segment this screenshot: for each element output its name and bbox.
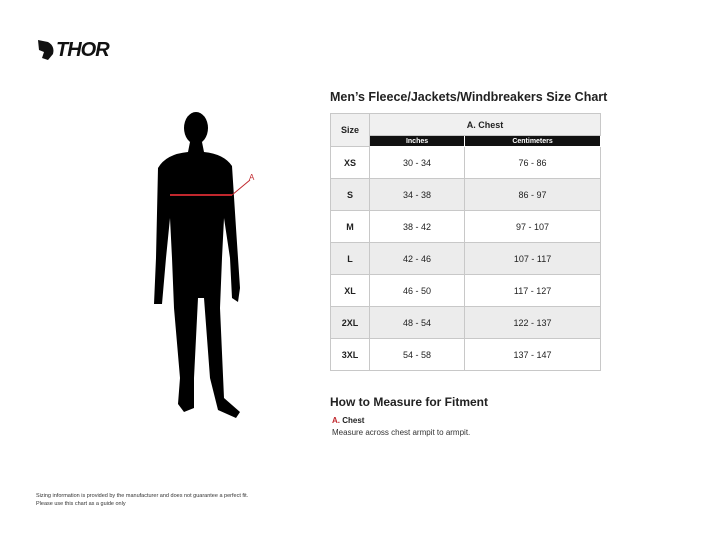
table-row: L 42 - 46 107 - 117 bbox=[330, 242, 601, 275]
cell-size: 2XL bbox=[330, 306, 370, 339]
cell-size: XS bbox=[330, 146, 370, 179]
helmet-icon bbox=[38, 40, 54, 60]
chart-title: Men’s Fleece/Jackets/Windbreakers Size C… bbox=[330, 90, 608, 104]
logo-text: THOR bbox=[56, 39, 110, 61]
cell-size: L bbox=[330, 242, 370, 275]
cell-inches: 48 - 54 bbox=[368, 306, 466, 339]
disclaimer-line: Sizing information is provided by the ma… bbox=[36, 493, 249, 499]
size-table: Size A. Chest Inches Centimeters XS 30 - … bbox=[330, 113, 601, 371]
table-row: XL 46 - 50 117 - 127 bbox=[330, 274, 601, 307]
size-header: Size bbox=[330, 113, 370, 147]
table-row: XS 30 - 34 76 - 86 bbox=[330, 146, 601, 179]
measure-label: A. Chest bbox=[332, 416, 364, 425]
inches-header: Inches bbox=[368, 135, 466, 147]
cell-cm: 86 - 97 bbox=[464, 178, 601, 211]
cell-cm: 97 - 107 bbox=[464, 210, 601, 243]
measure-name: Chest bbox=[342, 416, 365, 425]
cell-cm: 76 - 86 bbox=[464, 146, 601, 179]
disclaimer: Sizing information is provided by the ma… bbox=[36, 492, 248, 508]
cell-size: S bbox=[330, 178, 370, 211]
disclaimer-line: Please use this chart as a guide only bbox=[36, 501, 126, 507]
table-row: M 38 - 42 97 - 107 bbox=[330, 210, 601, 243]
howto-title: How to Measure for Fitment bbox=[330, 395, 489, 409]
cell-inches: 46 - 50 bbox=[368, 274, 466, 307]
cell-inches: 30 - 34 bbox=[368, 146, 466, 179]
marker-label: A bbox=[249, 173, 255, 182]
measure-letter: A. bbox=[332, 416, 340, 425]
table-row: 3XL 54 - 58 137 - 147 bbox=[330, 338, 601, 371]
cell-cm: 137 - 147 bbox=[464, 338, 601, 371]
measure-description: Measure across chest armpit to armpit. bbox=[332, 428, 471, 437]
cell-inches: 42 - 46 bbox=[368, 242, 466, 275]
cell-inches: 34 - 38 bbox=[368, 178, 466, 211]
cell-size: XL bbox=[330, 274, 370, 307]
cell-cm: 107 - 117 bbox=[464, 242, 601, 275]
cell-size: 3XL bbox=[330, 338, 370, 371]
thor-logo: THOR bbox=[36, 38, 120, 62]
cm-header: Centimeters bbox=[464, 135, 601, 147]
body-silhouette: A bbox=[154, 112, 255, 418]
cell-inches: 54 - 58 bbox=[368, 338, 466, 371]
table-row: S 34 - 38 86 - 97 bbox=[330, 178, 601, 211]
chest-header: A. Chest bbox=[369, 113, 601, 136]
table-row: 2XL 48 - 54 122 - 137 bbox=[330, 306, 601, 339]
cell-inches: 38 - 42 bbox=[368, 210, 466, 243]
cell-size: M bbox=[330, 210, 370, 243]
cell-cm: 122 - 137 bbox=[464, 306, 601, 339]
cell-cm: 117 - 127 bbox=[464, 274, 601, 307]
